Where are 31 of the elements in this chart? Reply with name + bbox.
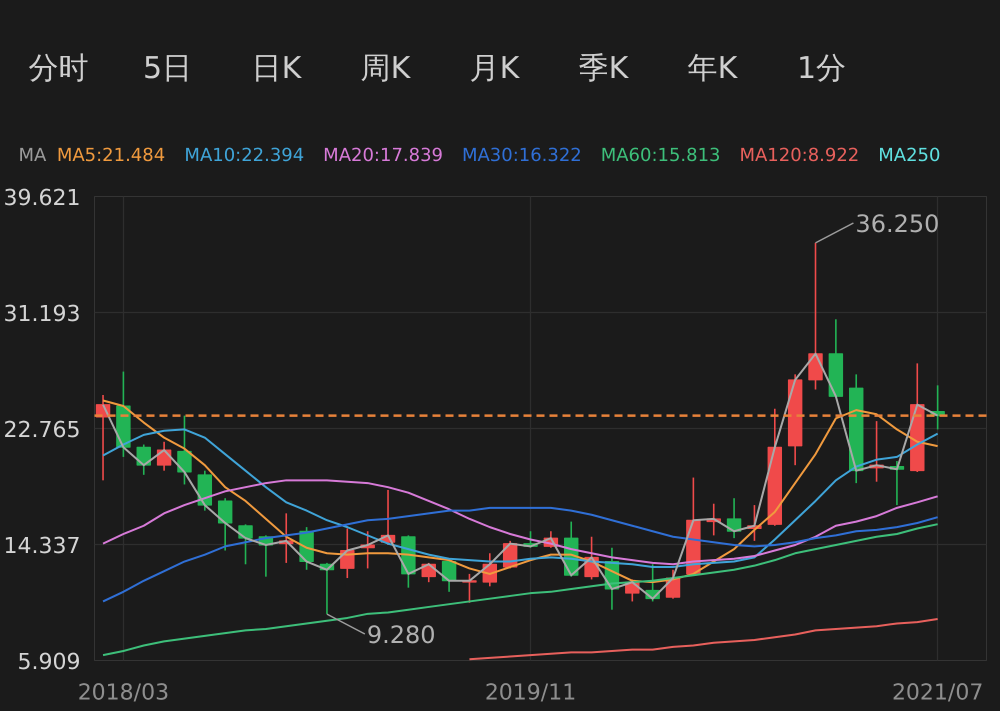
text: MA60:15.813 [600,145,720,166]
line-series [102,479,939,566]
y-tick-label: 14.337 [4,534,81,559]
candlestick [218,497,232,552]
line-series [468,618,939,660]
text: 周K [360,51,412,86]
text: MA5:21.484 [56,145,166,166]
text: MA30:16.322 [462,145,582,166]
y-tick-label: 22.765 [4,418,81,443]
x-tick-label: 2019/11 [484,680,576,706]
x-tick-label: 2018/03 [78,680,170,706]
line-series [102,523,939,656]
annotation: 9.280 [366,621,436,650]
y-tick-label: 5.909 [18,650,81,675]
y-tick-label: 39.621 [4,186,81,211]
legend-label: MA250 [878,145,940,166]
text: MA10:22.394 [184,145,304,166]
text: MA120:8.922 [739,145,860,166]
line-series [102,506,939,602]
text: 季K [578,51,630,86]
x-tick-label: 2021/07 [892,680,984,706]
text: 月K [470,51,521,86]
legend-title: MA [18,145,48,166]
text: 年K [688,51,739,86]
text: 分时 [28,51,88,86]
text: 1分 [796,51,846,86]
text: MA20:17.839 [323,145,443,166]
y-tick-label: 31.193 [4,302,81,327]
text: 5日 [142,51,192,86]
annotation: 36.250 [855,210,940,238]
text: 日K [252,51,303,86]
